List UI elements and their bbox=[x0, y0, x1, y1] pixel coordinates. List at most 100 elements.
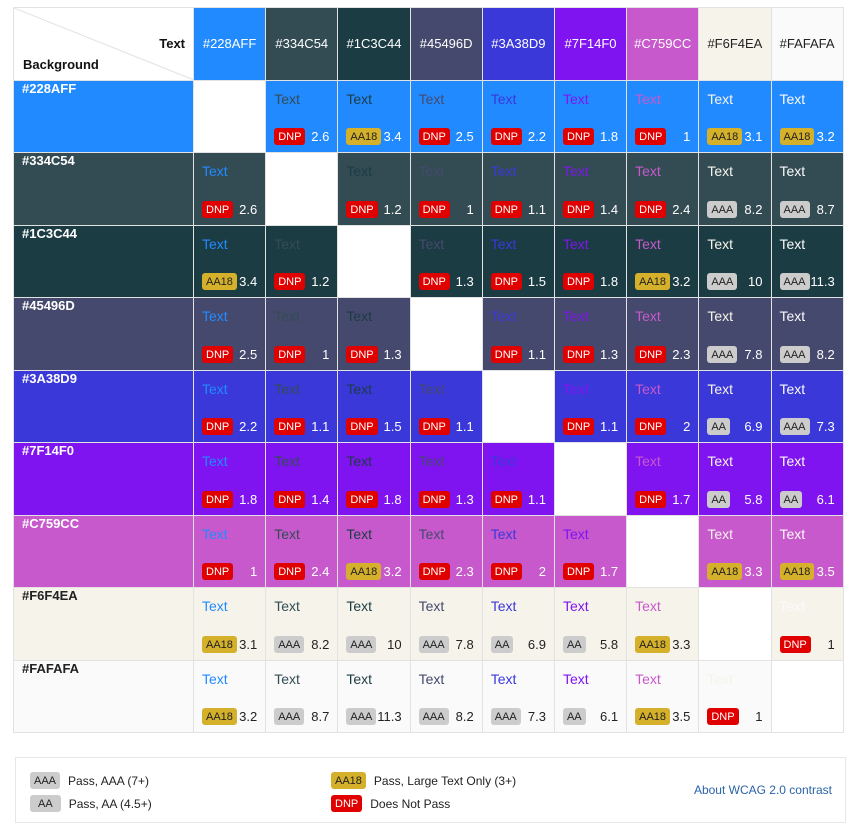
sample-text: Text bbox=[346, 453, 373, 469]
sample-text: Text bbox=[202, 598, 228, 614]
contrast-cell: Text DNP 1.8 bbox=[553, 79, 628, 153]
column-header: #C759CC bbox=[626, 7, 700, 81]
rating-badge: AAA bbox=[779, 273, 810, 290]
contrast-ratio: 7.3 bbox=[527, 709, 546, 724]
contrast-ratio: 2.4 bbox=[311, 564, 330, 579]
contrast-ratio: 8.2 bbox=[744, 201, 763, 217]
rating-badge: DNP bbox=[635, 200, 667, 218]
sample-text: Text bbox=[490, 525, 517, 542]
contrast-ratio: 1.1 bbox=[527, 346, 546, 362]
contrast-ratio: 8.2 bbox=[455, 709, 474, 724]
sample-text: Text bbox=[418, 598, 445, 614]
sample-text: Text bbox=[635, 670, 661, 687]
sample-text: Text bbox=[562, 163, 589, 179]
contrast-ratio: 1.8 bbox=[600, 129, 619, 144]
row-header-label: #45496D bbox=[22, 298, 75, 313]
contrast-ratio: 6.1 bbox=[600, 709, 619, 724]
contrast-cell: Text AA18 3.4 bbox=[337, 79, 411, 153]
contrast-cell: Text AAA 7.8 bbox=[409, 587, 483, 661]
rating-badge: DNP bbox=[490, 563, 522, 580]
sample-text: Text bbox=[490, 308, 517, 324]
row-header: #1C3C44 bbox=[13, 224, 194, 298]
contrast-ratio: 11.3 bbox=[810, 274, 835, 289]
sample-text: Text bbox=[346, 308, 373, 324]
sample-text: Text bbox=[202, 235, 228, 252]
rating-badge: AAA bbox=[779, 200, 810, 218]
contrast-cell: Text DNP 1.3 bbox=[553, 297, 628, 371]
contrast-cell: Text DNP 1.1 bbox=[481, 297, 555, 371]
rating-badge: DNP bbox=[274, 418, 306, 435]
row-header-label: #FAFAFA bbox=[22, 660, 80, 676]
contrast-ratio: 2.5 bbox=[239, 346, 258, 362]
sample-text: Text bbox=[490, 598, 517, 614]
column-header-label: #228AFF bbox=[202, 36, 257, 51]
contrast-cell: Text DNP 2.3 bbox=[409, 514, 483, 588]
contrast-ratio: 3.3 bbox=[744, 564, 763, 579]
sample-text: Text bbox=[418, 453, 445, 469]
contrast-cell: Text DNP 2.3 bbox=[626, 297, 700, 371]
rating-badge: AA bbox=[707, 418, 730, 435]
empty-cell bbox=[481, 369, 555, 443]
grid-row: #7F14F0 Text DNP 1.8 Text DNP 1.4 Text DNP 1.8 Tex… bbox=[13, 442, 844, 516]
sample-text: Text bbox=[202, 670, 228, 687]
contrast-cell: Text DNP 1.8 bbox=[337, 442, 411, 516]
sample-text: Text bbox=[779, 453, 806, 469]
sample-text: Text bbox=[490, 163, 517, 179]
column-header-label: #45496D bbox=[419, 36, 473, 51]
sample-text: Text bbox=[562, 598, 589, 614]
row-header-label: #3A38D9 bbox=[22, 370, 77, 386]
rating-badge: DNP bbox=[418, 128, 450, 145]
rating-badge: DNP bbox=[562, 418, 595, 435]
contrast-ratio: 3.2 bbox=[383, 564, 402, 579]
contrast-cell: Text AA18 3.3 bbox=[698, 514, 772, 588]
legend-item-aa: AA Pass, AA (4.5+) bbox=[30, 795, 152, 812]
rating-badge: DNP bbox=[490, 273, 522, 290]
legend-label-aaa: Pass, AAA (7+) bbox=[68, 773, 150, 788]
rating-badge: DNP bbox=[418, 418, 450, 435]
legend-label-aa: Pass, AA (4.5+) bbox=[68, 796, 152, 811]
rating-badge: DNP bbox=[562, 200, 595, 218]
column-header: #3A38D9 bbox=[481, 7, 555, 81]
row-header-label: #C759CC bbox=[22, 515, 80, 531]
rating-badge: DNP bbox=[274, 273, 306, 290]
empty-cell bbox=[553, 442, 628, 516]
rating-badge: DNP bbox=[346, 345, 378, 363]
contrast-cell: Text DNP 1.5 bbox=[481, 224, 555, 298]
rating-badge: DNP bbox=[346, 490, 378, 508]
sample-text: Text bbox=[635, 163, 661, 179]
contrast-cell: Text DNP 1 bbox=[192, 514, 267, 588]
contrast-ratio: 3.2 bbox=[816, 129, 835, 144]
rating-badge: DNP bbox=[274, 490, 306, 508]
rating-badge: AA18 bbox=[779, 563, 815, 580]
contrast-cell: Text AAA 8.7 bbox=[770, 152, 844, 226]
sample-text: Text bbox=[635, 453, 661, 469]
sample-text: Text bbox=[274, 380, 300, 397]
sample-text: Text bbox=[779, 308, 806, 324]
contrast-cell: Text DNP 2.6 bbox=[265, 79, 339, 153]
rating-badge: AA bbox=[562, 635, 586, 653]
row-header: #C759CC bbox=[13, 514, 194, 588]
empty-cell bbox=[265, 152, 339, 226]
contrast-cell: Text AAA 7.3 bbox=[481, 659, 555, 733]
contrast-ratio: 1.7 bbox=[600, 564, 619, 579]
column-header: #FAFAFA bbox=[770, 7, 844, 81]
sample-text: Text bbox=[635, 308, 661, 324]
rating-badge: AAA bbox=[490, 708, 521, 725]
sample-text: Text bbox=[779, 163, 806, 179]
contrast-ratio: 3.1 bbox=[239, 636, 258, 652]
sample-text: Text bbox=[490, 453, 517, 469]
rating-badge: AAA bbox=[779, 418, 810, 435]
sample-text: Text bbox=[562, 235, 589, 252]
sample-text: Text bbox=[274, 598, 300, 614]
rating-badge: DNP bbox=[707, 708, 739, 725]
sample-text: Text bbox=[346, 670, 373, 687]
contrast-ratio: 1.2 bbox=[383, 201, 402, 217]
wcag-contrast-link[interactable]: About WCAG 2.0 contrast bbox=[693, 783, 832, 797]
rating-badge: DNP bbox=[346, 418, 378, 435]
row-header-label: #334C54 bbox=[22, 153, 75, 168]
sample-text: Text bbox=[707, 525, 733, 542]
empty-cell bbox=[192, 79, 267, 153]
row-header: #3A38D9 bbox=[13, 369, 194, 443]
sample-text: Text bbox=[274, 670, 300, 687]
contrast-ratio: 3.2 bbox=[239, 709, 258, 724]
